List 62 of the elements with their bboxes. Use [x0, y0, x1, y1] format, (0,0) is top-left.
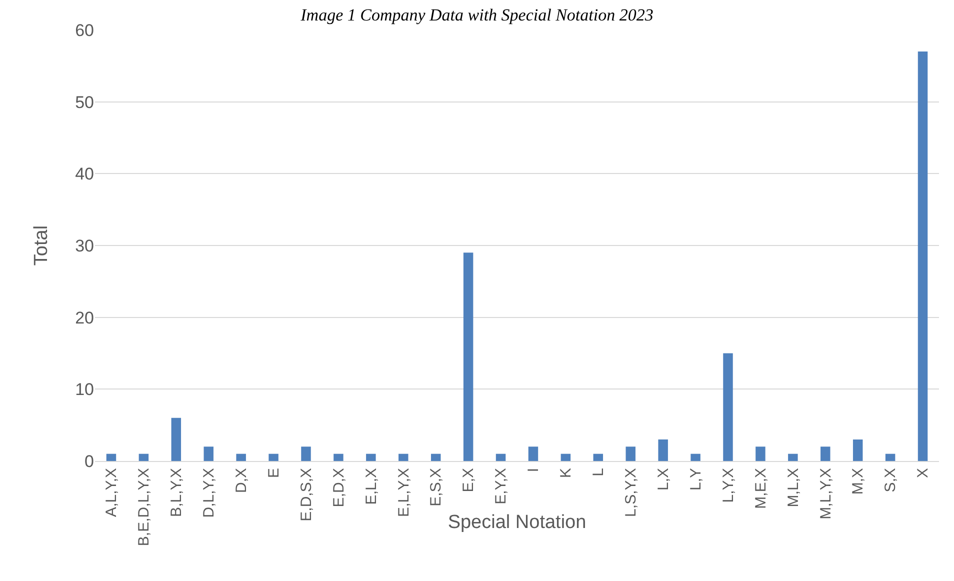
- x-tick-label: M,E,X: [752, 468, 770, 509]
- bar: [171, 418, 182, 461]
- y-tick-label: 10: [75, 380, 94, 400]
- y-tick-label: 40: [75, 164, 94, 184]
- bar: [301, 446, 311, 461]
- bar: [528, 446, 538, 461]
- bar: [756, 446, 766, 461]
- bar: [560, 454, 571, 461]
- bar: [852, 439, 863, 461]
- bar: [138, 454, 149, 461]
- bar: [398, 454, 408, 461]
- bar: [106, 454, 116, 461]
- x-tick-label: L,Y,X: [720, 468, 737, 503]
- bar: [918, 52, 928, 461]
- bar: [593, 454, 604, 461]
- y-tick-label: 20: [75, 308, 94, 328]
- y-axis-title: Total: [31, 225, 52, 266]
- x-tick-label: L,X: [654, 468, 672, 491]
- bar: [788, 454, 798, 461]
- y-tick-label: 50: [75, 92, 94, 112]
- bar: [723, 353, 733, 461]
- x-tick-label: M,X: [850, 468, 867, 495]
- y-tick-label: 30: [75, 236, 94, 256]
- x-tick-label: L,S,Y,X: [622, 468, 640, 517]
- bar: [658, 439, 668, 461]
- x-tick-label: E,X: [460, 468, 478, 492]
- x-tick-label: E,D,X: [330, 468, 348, 508]
- bar: [366, 454, 376, 461]
- x-tick-label: A,L,Y,X: [103, 468, 120, 517]
- x-tick-label: E,D,S,X: [298, 468, 315, 522]
- x-tick-label: X: [914, 468, 932, 478]
- x-tick-label: M,L,X: [784, 468, 802, 508]
- x-tick-label: E,S,X: [428, 468, 445, 506]
- x-tick-label: K: [558, 468, 575, 478]
- chart-title: Image 1 Company Data with Special Notation 2023: [300, 6, 654, 25]
- x-tick-label: I: [525, 468, 542, 472]
- x-tick-label: S,X: [882, 468, 900, 492]
- x-tick-label: B,L,Y,X: [168, 468, 186, 517]
- x-tick-label: L,Y: [687, 468, 704, 491]
- bar: [820, 446, 830, 461]
- x-tick-label: D,L,Y,X: [200, 468, 218, 518]
- bar: [430, 454, 441, 461]
- y-tick-label: 0: [84, 452, 94, 471]
- bar: [626, 446, 636, 461]
- bar: [236, 454, 246, 461]
- x-axis-title: Special Notation: [448, 512, 586, 533]
- bar: [268, 454, 278, 461]
- bar: [204, 446, 214, 461]
- x-tick-label: E,L,Y,X: [395, 468, 412, 517]
- x-tick-label: E,L,X: [362, 468, 380, 505]
- bar: [496, 454, 506, 461]
- bar: [885, 454, 896, 461]
- bar: [334, 454, 344, 461]
- y-tick-label: 60: [75, 20, 94, 40]
- x-tick-label: L: [590, 468, 608, 476]
- x-tick-label: M,L,Y,X: [817, 468, 834, 520]
- x-tick-label: B,E,D,L,Y,X: [136, 468, 153, 546]
- x-tick-label: E: [265, 468, 282, 478]
- x-tick-label: E,Y,X: [492, 468, 510, 504]
- x-tick-label: D,X: [232, 468, 250, 494]
- bar: [690, 454, 700, 461]
- bar: [463, 252, 474, 461]
